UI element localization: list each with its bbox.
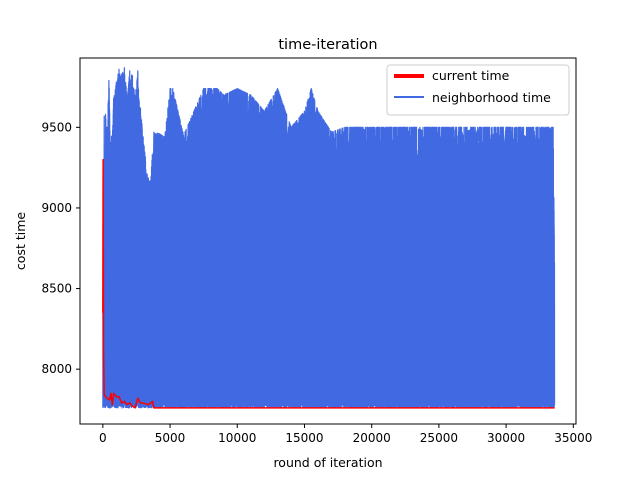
series-neighborhood-time: [102, 67, 556, 409]
axes-frame: [79, 57, 577, 425]
legend-label-neighborhood-time: neighborhood time: [432, 90, 551, 105]
x-tick-label: 10000: [218, 431, 256, 445]
series-layer: [102, 67, 556, 409]
y-tick-label: 9500: [41, 120, 72, 134]
x-tick-label: 25000: [420, 431, 458, 445]
y-axis-label: cost time: [13, 212, 28, 270]
y-tick-label: 9000: [41, 201, 72, 215]
legend: current time neighborhood time: [386, 64, 570, 116]
series-current-time: [102, 158, 555, 409]
legend-label-current-time: current time: [432, 68, 510, 83]
x-tick-label: 15000: [285, 431, 323, 445]
plot-area: [102, 67, 556, 409]
x-tick-label: 35000: [554, 431, 592, 445]
y-tick-label: 8000: [41, 362, 72, 376]
x-tick-label: 0: [99, 431, 107, 445]
y-tick-label: 8500: [41, 282, 72, 296]
y-axis: 8000 8500 9000 9500: [41, 120, 80, 376]
x-axis-label: round of iteration: [273, 455, 382, 470]
chart-title: time-iteration: [278, 37, 377, 53]
x-tick-label: 20000: [353, 431, 391, 445]
x-tick-label: 5000: [155, 431, 186, 445]
x-tick-label: 30000: [487, 431, 525, 445]
x-axis: 0 5000 10000 15000 20000 25000 30000 35000: [99, 424, 592, 445]
legend-box: [386, 64, 570, 116]
